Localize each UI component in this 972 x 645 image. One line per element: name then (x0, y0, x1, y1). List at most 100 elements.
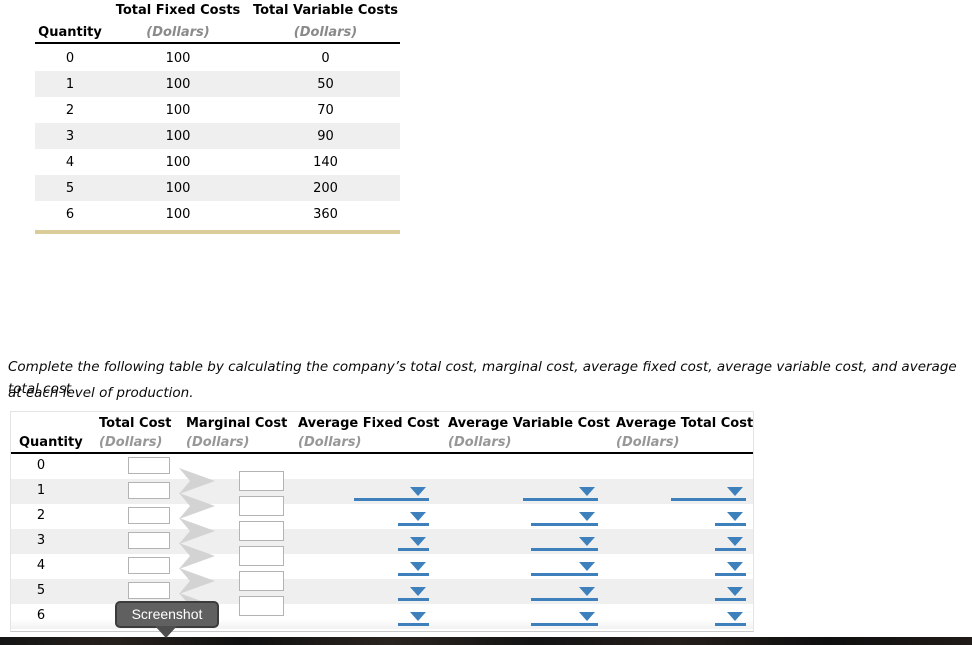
tfc-cell: 100 (165, 206, 191, 222)
cost-calculation-table: Quantity Total Cost (Dollars) Marginal C… (10, 411, 754, 632)
chevron-down-icon (579, 587, 595, 596)
header-quantity: Quantity (38, 25, 102, 40)
quantity-cell: 2 (65, 102, 75, 118)
tvc-cell: 140 (313, 154, 338, 170)
marginal-cost-input[interactable] (239, 496, 284, 516)
table-row: 6 100 360 (35, 201, 400, 227)
bottom-strip (0, 637, 972, 645)
header-average-total-cost-unit: (Dollars) (616, 435, 680, 450)
tvc-cell: 200 (313, 180, 338, 196)
marginal-cost-input[interactable] (239, 596, 284, 616)
marginal-cost-chevron-icon (179, 568, 215, 594)
chevron-down-icon (579, 562, 595, 571)
table-row: 1 100 50 (35, 71, 400, 97)
quantity-cell: 3 (36, 533, 46, 548)
instruction-line-1: Complete the following table by calculat… (8, 359, 957, 397)
header-average-variable-cost-unit: (Dollars) (448, 435, 512, 450)
total-cost-input[interactable] (128, 457, 170, 474)
average-variable-cost-dropdown[interactable] (531, 611, 598, 626)
quantity-cell: 1 (65, 76, 75, 92)
quantity-cell: 6 (65, 206, 75, 222)
header-marginal-cost: Marginal Cost (186, 416, 288, 431)
quantity-cell: 4 (65, 154, 75, 170)
average-variable-cost-dropdown[interactable] (531, 561, 598, 576)
table-row: 3 (11, 529, 753, 554)
chevron-down-icon (410, 487, 426, 496)
table-row: 4 (11, 554, 753, 579)
marginal-cost-input[interactable] (239, 546, 284, 566)
quantity-cell: 4 (36, 558, 46, 573)
chevron-down-icon (579, 487, 595, 496)
quantity-cell: 5 (36, 583, 46, 598)
chevron-down-icon (410, 587, 426, 596)
marginal-cost-input[interactable] (239, 471, 284, 491)
average-fixed-cost-dropdown[interactable] (398, 561, 429, 576)
table-row: 5 (11, 579, 753, 604)
table-row: 2 100 70 (35, 97, 400, 123)
tvc-cell: 50 (317, 76, 334, 92)
tvc-cell: 90 (317, 128, 334, 144)
quantity-cell: 0 (65, 50, 75, 66)
average-fixed-cost-dropdown[interactable] (398, 586, 429, 601)
table-row: 1 (11, 479, 753, 504)
total-cost-input[interactable] (128, 532, 170, 549)
quantity-cell: 2 (36, 508, 46, 523)
chevron-down-icon (579, 537, 595, 546)
marginal-cost-chevron-icon (179, 543, 215, 569)
average-fixed-cost-dropdown[interactable] (398, 511, 429, 526)
chevron-down-icon (410, 512, 426, 521)
marginal-cost-input[interactable] (239, 521, 284, 541)
header-tvc-unit: (Dollars) (293, 25, 358, 40)
total-cost-input[interactable] (128, 482, 170, 499)
average-total-cost-dropdown[interactable] (715, 561, 746, 576)
average-variable-cost-dropdown[interactable] (531, 586, 598, 601)
top-table-rows: 0 100 0 1 100 50 2 100 70 3 100 90 4 100 (35, 45, 400, 227)
tfc-cell: 100 (165, 102, 191, 118)
average-variable-cost-dropdown[interactable] (531, 511, 598, 526)
total-cost-input[interactable] (128, 557, 170, 574)
quantity-cell: 3 (65, 128, 75, 144)
tfc-cell: 100 (165, 76, 191, 92)
tvc-cell: 70 (317, 102, 334, 118)
tfc-cell: 100 (165, 154, 191, 170)
quantity-cell: 6 (36, 608, 46, 623)
average-total-cost-dropdown[interactable] (671, 486, 746, 501)
header-quantity: Quantity (19, 435, 83, 450)
average-fixed-cost-dropdown[interactable] (354, 486, 429, 501)
instruction-line-2: at each level of production. (8, 385, 194, 401)
average-total-cost-dropdown[interactable] (715, 586, 746, 601)
quantity-cell: 5 (65, 180, 75, 196)
marginal-cost-chevron-icon (179, 493, 215, 519)
total-cost-input[interactable] (128, 582, 170, 599)
average-total-cost-dropdown[interactable] (715, 511, 746, 526)
table-row: 4 100 140 (35, 149, 400, 175)
header-total-cost: Total Cost (99, 416, 172, 431)
chevron-down-icon (727, 562, 743, 571)
tvc-cell: 0 (321, 50, 330, 66)
average-total-cost-dropdown[interactable] (715, 611, 746, 626)
header-average-total-cost: Average Total Cost (616, 416, 754, 431)
tfc-cell: 100 (165, 50, 191, 66)
chevron-down-icon (410, 562, 426, 571)
table-row: 2 (11, 504, 753, 529)
average-variable-cost-dropdown[interactable] (531, 536, 598, 551)
header-marginal-cost-unit: (Dollars) (186, 435, 250, 450)
average-fixed-cost-dropdown[interactable] (398, 611, 429, 626)
quantity-cell: 1 (36, 483, 46, 498)
header-total-variable-costs: Total Variable Costs (252, 3, 399, 18)
header-average-fixed-cost-unit: (Dollars) (298, 435, 362, 450)
fixed-variable-costs-table: Total Fixed Costs Total Variable Costs Q… (35, 0, 400, 236)
marginal-cost-input[interactable] (239, 571, 284, 591)
chevron-down-icon (579, 612, 595, 621)
header-divider (35, 42, 400, 44)
average-total-cost-dropdown[interactable] (715, 536, 746, 551)
tfc-cell: 100 (165, 180, 191, 196)
header-average-variable-cost: Average Variable Cost (448, 416, 611, 431)
average-fixed-cost-dropdown[interactable] (398, 536, 429, 551)
average-variable-cost-dropdown[interactable] (523, 486, 598, 501)
bottom-table-header: Quantity Total Cost (Dollars) Marginal C… (11, 412, 753, 454)
instruction-text: Complete the following table by calculat… (8, 356, 966, 408)
total-cost-input[interactable] (128, 507, 170, 524)
marginal-cost-overlay (11, 456, 755, 633)
